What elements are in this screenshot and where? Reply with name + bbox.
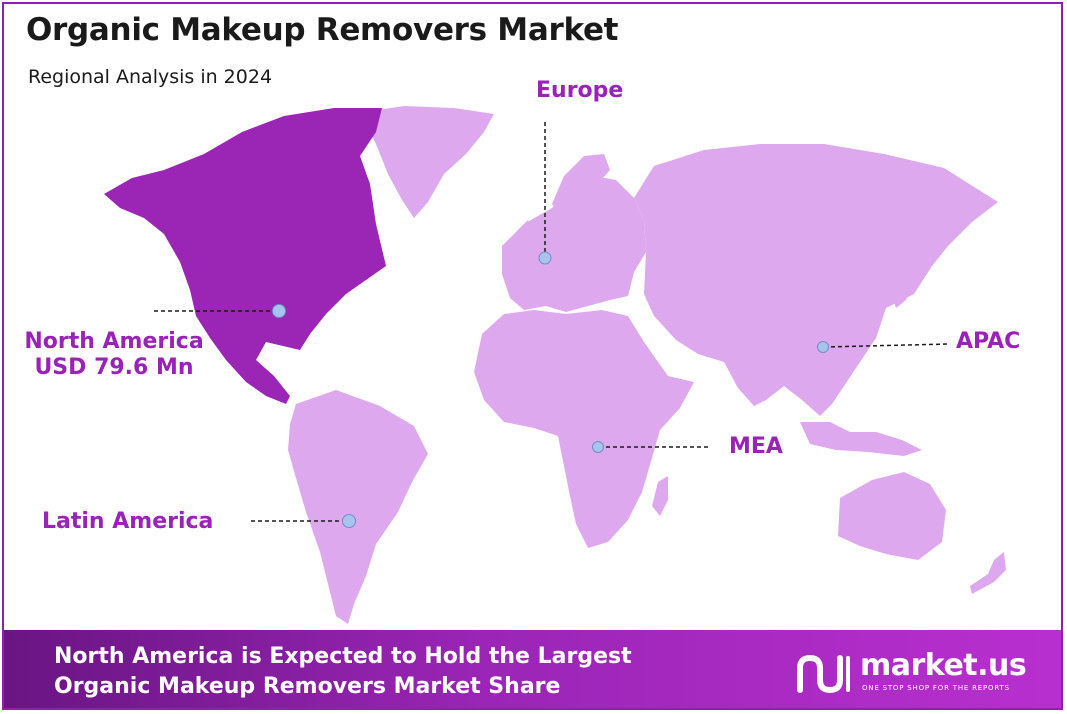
latin-america-marker [342, 514, 356, 528]
europe-shape [502, 176, 646, 312]
scandinavia-shape [552, 154, 610, 218]
footer-banner: North America is Expected to Hold the La… [4, 630, 1061, 708]
world-map [104, 106, 1006, 624]
asia-shape [634, 144, 998, 416]
madagascar-shape [652, 476, 668, 516]
footer-message: North America is Expected to Hold the La… [54, 642, 632, 702]
mea-marker [592, 441, 604, 453]
new-zealand-shape [970, 552, 1006, 594]
africa-shape [474, 310, 694, 548]
apac-marker [817, 341, 829, 353]
north-america-name: North America [24, 329, 204, 354]
north-america-shape [104, 108, 386, 404]
japan-shape [892, 246, 918, 308]
south-america-shape [288, 390, 428, 624]
mea-label: MEA [729, 434, 783, 459]
logo-tagline: ONE STOP SHOP FOR THE REPORTS [862, 684, 1010, 692]
chart-subtitle: Regional Analysis in 2024 [28, 66, 273, 88]
latin-america-label: Latin America [42, 509, 214, 534]
north-america-marker [272, 304, 286, 318]
apac-label: APAC [956, 329, 1021, 354]
europe-label: Europe [536, 78, 624, 103]
north-america-value: USD 79.6 Mn [34, 355, 194, 380]
market-us-logo: market.us ONE STOP SHOP FOR THE REPORTS [794, 648, 1044, 698]
islands-shape [800, 422, 922, 456]
footer-line-1: North America is Expected to Hold the La… [54, 644, 632, 669]
uk-shape [516, 220, 534, 258]
logo-name: market.us [860, 648, 1027, 683]
europe-marker [538, 251, 552, 265]
logo-mark-icon [797, 654, 850, 694]
australia-shape [838, 472, 946, 560]
footer-line-2: Organic Makeup Removers Market Share [54, 674, 561, 699]
greenland-shape [364, 106, 494, 218]
chart-title: Organic Makeup Removers Market [26, 12, 619, 48]
north-america-label: North America USD 79.6 Mn [18, 329, 210, 381]
